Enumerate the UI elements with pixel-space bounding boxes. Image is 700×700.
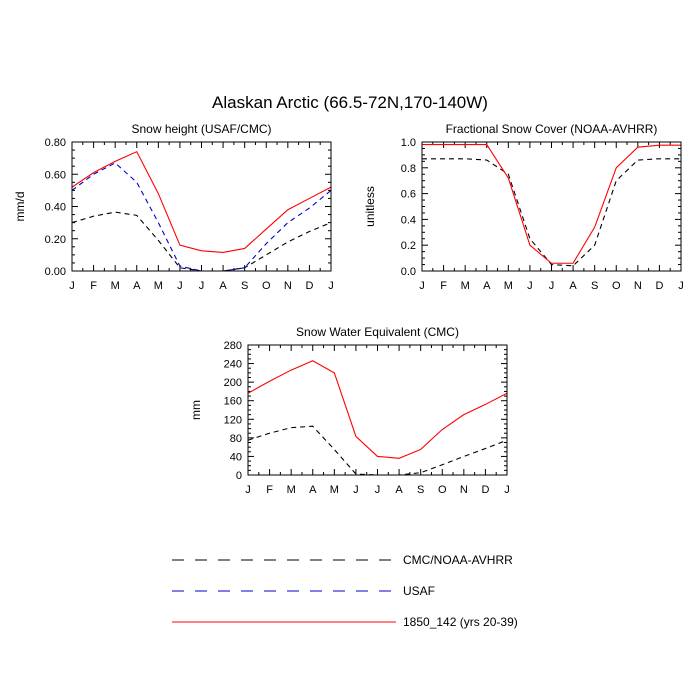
x-tick-label: D: [481, 484, 489, 496]
y-tick-label: 160: [224, 396, 242, 408]
y-tick-label: 0.40: [45, 202, 66, 214]
y-tick-label: 80: [230, 433, 242, 445]
y-tick-label: 0.20: [45, 234, 66, 246]
panel-title: Fractional Snow Cover (NOAA-AVHRR): [446, 122, 658, 136]
panel-swe: Snow Water Equivalent (CMC) mm J F M A M J J A S O N…: [189, 325, 510, 496]
x-tick-label: N: [634, 280, 642, 292]
x-tick-label: F: [266, 484, 273, 496]
legend: CMC/NOAA-AVHRR USAF 1850_142 (yrs 20-39): [172, 553, 518, 629]
panel-snow-cover: Fractional Snow Cover (NOAA-AVHRR) unitle…: [363, 122, 684, 292]
x-tick-label: J: [328, 280, 334, 292]
x-tick-label: M: [461, 280, 470, 292]
x-tick-label: D: [655, 280, 663, 292]
panel-frame: [71, 141, 332, 272]
x-tick-label: F: [90, 280, 97, 292]
y-tick-label: 0.8: [401, 163, 416, 175]
x-tick-label: N: [284, 280, 292, 292]
x-tick-label: A: [133, 280, 141, 292]
y-axis-label: mm/d: [13, 192, 27, 222]
x-tick-label: A: [309, 484, 317, 496]
panel-frame: [421, 141, 682, 272]
x-tick-label: J: [678, 280, 684, 292]
series-line: [72, 150, 331, 254]
x-tick-label: S: [417, 484, 424, 496]
x-tick-label: J: [177, 280, 183, 292]
x-tick-label: A: [569, 280, 577, 292]
legend-entry: 1850_142 (yrs 20-39): [172, 615, 518, 629]
y-tick-label: 0.6: [401, 189, 416, 201]
y-tick-label: 280: [224, 340, 242, 352]
x-tick-label: J: [527, 280, 533, 292]
x-tick-label: J: [199, 280, 205, 292]
x-tick-label: J: [69, 280, 75, 292]
y-tick-label: 40: [230, 451, 242, 463]
x-tick-label: N: [460, 484, 468, 496]
x-tick-label: F: [440, 280, 447, 292]
series-line: [248, 360, 507, 459]
y-tick-label: 0.80: [45, 137, 66, 149]
panel-frame: [247, 344, 508, 476]
y-tick-label: 200: [224, 377, 242, 389]
x-tick-label: A: [395, 484, 403, 496]
x-tick-label: O: [612, 280, 621, 292]
x-tick-label: J: [419, 280, 425, 292]
x-tick-label: M: [330, 484, 339, 496]
panels: Snow height (USAF/CMC)mm/dJ F M A M J J A S O N D J0…: [13, 122, 684, 496]
x-tick-label: A: [219, 280, 227, 292]
x-tick-label: D: [305, 280, 313, 292]
y-tick-label: 240: [224, 359, 242, 371]
legend-entry: CMC/NOAA-AVHRR: [172, 553, 513, 567]
series-line: [422, 144, 681, 264]
y-axis-label: unitless: [363, 186, 377, 227]
x-tick-label: M: [287, 484, 296, 496]
x-tick-label: J: [375, 484, 381, 496]
x-tick-label: S: [241, 280, 248, 292]
y-tick-label: 0.00: [45, 266, 66, 278]
y-tick-label: 0: [236, 470, 242, 482]
y-tick-label: 0.60: [45, 169, 66, 181]
panel-title: Snow height (USAF/CMC): [131, 122, 271, 136]
series-line: [422, 158, 681, 267]
x-tick-label: O: [262, 280, 271, 292]
x-tick-label: J: [353, 484, 359, 496]
x-tick-label: O: [438, 484, 447, 496]
y-tick-label: 0.4: [401, 214, 416, 226]
y-tick-label: 0.2: [401, 240, 416, 252]
x-tick-label: M: [111, 280, 120, 292]
y-axis-label: mm: [189, 400, 203, 420]
panel-title: Snow Water Equivalent (CMC): [296, 325, 459, 339]
x-tick-label: J: [504, 484, 510, 496]
legend-entry: USAF: [172, 584, 435, 598]
legend-label: USAF: [403, 584, 435, 598]
panel-snow-height: Snow height (USAF/CMC)mm/dJ F M A M J J A S O N D J0…: [13, 122, 334, 292]
series-line: [72, 162, 331, 271]
legend-label: CMC/NOAA-AVHRR: [403, 553, 513, 567]
y-tick-label: 0.0: [401, 266, 416, 278]
x-tick-label: J: [245, 484, 251, 496]
x-tick-label: A: [483, 280, 491, 292]
series-line: [248, 425, 507, 475]
figure-title: Alaskan Arctic (66.5-72N,170-140W): [212, 93, 488, 112]
x-tick-label: M: [504, 280, 513, 292]
y-tick-label: 1.0: [401, 137, 416, 149]
x-tick-label: S: [591, 280, 598, 292]
series-line: [72, 211, 331, 271]
x-tick-label: M: [154, 280, 163, 292]
x-tick-label: J: [549, 280, 555, 292]
y-tick-label: 120: [224, 414, 242, 426]
legend-label: 1850_142 (yrs 20-39): [403, 615, 518, 629]
